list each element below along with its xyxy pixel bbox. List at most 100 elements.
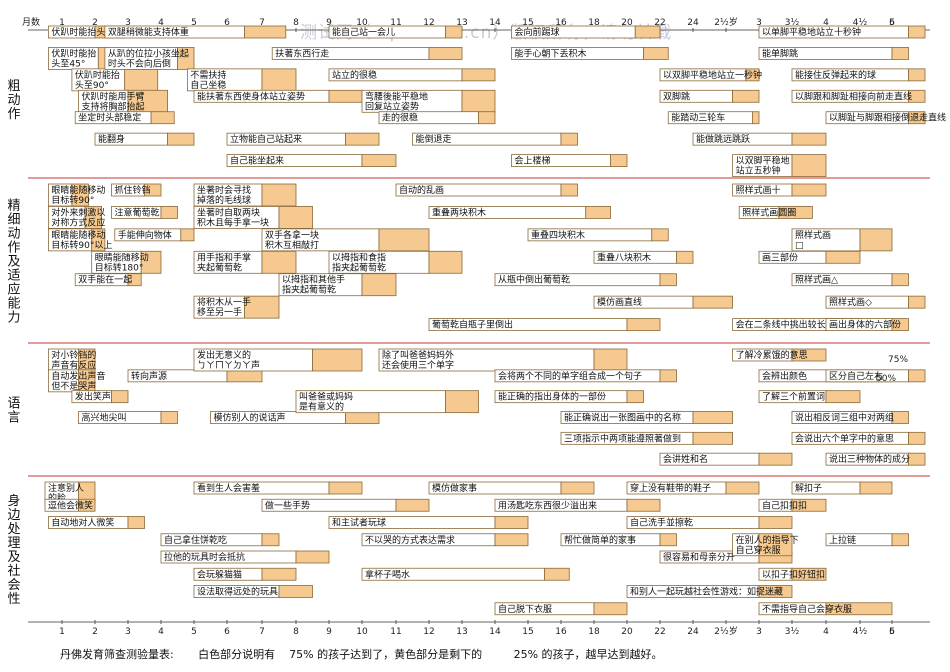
chart-caption: 丹佛发育筛查测验量表: 白色部分说明有 75% 的孩子达到了，黄色部分是剩下的 … (60, 648, 663, 661)
x-tick-label-top: 2¹⁄₂岁 (714, 16, 737, 28)
x-tick-label-top: 14 (489, 18, 501, 28)
bar-orange (278, 206, 313, 229)
bar-item: 发出笑声 (71, 390, 129, 404)
bar-label: 对称方式反应 (51, 216, 105, 228)
section-label: 作 (7, 241, 20, 256)
bar-item: 能接住反弹起来的球 (791, 68, 926, 82)
bar-item: 双手能在一起 (74, 273, 142, 287)
bar-item: 注意别人的脸 (44, 481, 96, 505)
section-label: 处 (7, 522, 20, 537)
x-tick-label-top: 3 (756, 18, 762, 28)
x-tick-label-top: 5 (889, 18, 895, 28)
bar-label: 伏趴时能抬 (75, 69, 120, 81)
bar-item: 穿上没有鞋带的鞋子 (626, 481, 760, 495)
bar-item: 区分自己左右 (825, 369, 926, 383)
bar-label: 照样式画◇ (829, 296, 872, 308)
bar-orange (626, 390, 644, 404)
bar-label: 会辨出颜色 (762, 370, 807, 382)
bar-label: 双脚跳 (663, 90, 690, 102)
bar-orange (692, 411, 733, 424)
x-tick-label-top: 4 (158, 18, 164, 28)
bar-label: 不需扶持 (190, 69, 226, 81)
bar-item: 高兴地尖叫 (78, 411, 178, 424)
bar-item: 能手心朝下丢积木 (511, 47, 669, 60)
bar-item: 用汤匙吃东西很少溢出来 (494, 498, 661, 512)
bar-orange (91, 228, 106, 252)
bar-item: 能倒退走 (412, 132, 578, 146)
bar-item: 了解三个前置词 (758, 390, 861, 404)
bar-item: 三项指示中两项能遵照著做到 (560, 431, 733, 445)
bar-orange (908, 111, 926, 125)
bar-item: 不需指导自己会穿衣服 (758, 602, 893, 616)
bar-label: 伏趴时能抬 (51, 47, 96, 59)
x-tick-label-bottom: 6 (224, 627, 230, 637)
bar-label: 抓住铃铛 (115, 184, 151, 196)
x-tick-label-bottom: 15 (522, 627, 533, 637)
bar-label: 从瓶中倒出葡萄乾 (498, 274, 570, 286)
bar-item: 能扶著东西使身体站立姿势 (193, 89, 363, 103)
bar-label: 注意别人 (48, 482, 84, 494)
bar-label: 帮忙做简单的家事 (564, 534, 636, 546)
bar-item: 了解冷累饿的意思 (732, 348, 827, 362)
bar-orange (445, 390, 479, 414)
x-tick-label-bottom: 3 (125, 627, 131, 637)
bar-orange (160, 411, 178, 424)
bar-label: 能做跳远跳跃 (696, 133, 750, 145)
bar-label: 对小铃铛的 (51, 349, 96, 361)
bar-label: 目标转90° (51, 194, 94, 206)
bar-orange (461, 68, 496, 82)
bar-item: 坐定时头部稳定 (74, 111, 175, 125)
bar-orange (144, 183, 162, 197)
x-tick-label-bottom: 8 (293, 627, 299, 637)
bar-orange (676, 250, 694, 264)
bar-label: 逗他会微笑 (48, 499, 93, 511)
section-label: 理 (7, 536, 20, 551)
bar-item: 照样式画◇ (825, 295, 926, 309)
section-label: 能 (7, 297, 20, 312)
bar-label: 看到生人会害羞 (197, 482, 260, 494)
bar-orange (692, 295, 733, 309)
bar-item: 自己能坐起来 (226, 154, 397, 167)
bar-label: 以双脚平稳地 (736, 155, 790, 167)
bar-item: 拉他的玩具时会抵抗 (160, 550, 330, 564)
bar-label: 说出相反词三组中对两组 (795, 412, 894, 424)
section-label: 边 (7, 508, 20, 523)
bar-orange (908, 452, 926, 466)
bar-label: 发出无意义的 (197, 349, 251, 361)
bar-label: 用手指和手掌 (197, 251, 251, 263)
bar-label: 以单脚平稳地站立十秒钟 (762, 26, 861, 38)
bar-orange (825, 390, 861, 404)
legend-note-50: 50% (876, 374, 896, 384)
bar-item: 做一些手势 (261, 498, 430, 512)
bar-item: 照样式画十 (732, 183, 827, 197)
bar-label: 高兴地尖叫 (82, 412, 127, 424)
tick-layer: 月数 1 2 3 4 5 6 7 8 9 10 11 12 13 14 15 16 18 20 22 24 2¹⁄₂岁 3 3… (22, 16, 908, 637)
bar-label: 能翻身 (98, 133, 125, 145)
bar-orange (328, 481, 363, 495)
bar-item: 注意葡萄乾 (111, 206, 178, 219)
bar-item: 双腿稍微能支持体重 (104, 25, 287, 39)
x-tick-label-bottom: 20 (621, 627, 633, 637)
bar-orange (244, 295, 280, 319)
bar-orange (78, 498, 96, 512)
bar-orange (180, 228, 195, 242)
bar-item: 立物能自己站起来 (226, 132, 380, 146)
x-tick-label-bottom: 16 (555, 627, 567, 637)
bar-label: 拉他的玩具时会抵抗 (164, 551, 245, 563)
x-tick-label-top: 7 (259, 18, 265, 28)
bar-orange (791, 348, 827, 362)
bar-label: 模仿画直线 (597, 296, 642, 308)
bar-item: 说出三种物体的成分 (825, 452, 926, 466)
bar-label: 以脚趾与脚跟相接倒退走直线 (829, 112, 946, 124)
bar-label: 照样式画△ (795, 274, 838, 286)
bar-label: 眼睛能随移动 (51, 229, 105, 241)
bar-orange (891, 47, 909, 60)
section-label: 会 (7, 578, 20, 593)
bar-orange (585, 206, 611, 219)
bar-item: 上拉链 (825, 533, 909, 547)
